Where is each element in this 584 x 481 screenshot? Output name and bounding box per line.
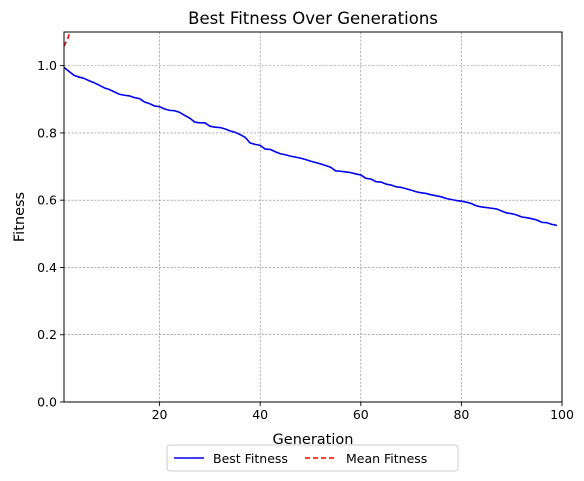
y-tick-label: 0.2	[37, 327, 57, 342]
x-tick-label: 20	[152, 407, 168, 422]
y-tick-label: 0.8	[37, 125, 57, 140]
x-tick-label: 80	[453, 407, 469, 422]
legend: Best Fitness Mean Fitness	[167, 445, 458, 471]
x-ticks: 20 40 60 80 100	[152, 402, 574, 422]
axes-frame	[64, 32, 562, 402]
y-ticks: 0.0 0.2 0.4 0.6 0.8 1.0	[37, 58, 64, 409]
chart-title: Best Fitness Over Generations	[188, 9, 438, 28]
x-tick-label: 40	[252, 407, 268, 422]
mean-fitness-line	[64, 28, 71, 46]
legend-best-fitness-label: Best Fitness	[213, 451, 288, 466]
y-tick-label: 1.0	[37, 58, 57, 73]
series-layer	[64, 28, 557, 225]
y-tick-label: 0.6	[37, 193, 57, 208]
gridlines	[64, 32, 562, 402]
legend-mean-fitness-label: Mean Fitness	[346, 451, 427, 466]
y-tick-label: 0.0	[37, 395, 57, 410]
x-tick-label: 100	[550, 407, 574, 422]
best-fitness-line	[64, 67, 557, 225]
x-tick-label: 60	[353, 407, 369, 422]
y-axis-label: Fitness	[12, 192, 28, 242]
y-tick-label: 0.4	[37, 260, 57, 275]
